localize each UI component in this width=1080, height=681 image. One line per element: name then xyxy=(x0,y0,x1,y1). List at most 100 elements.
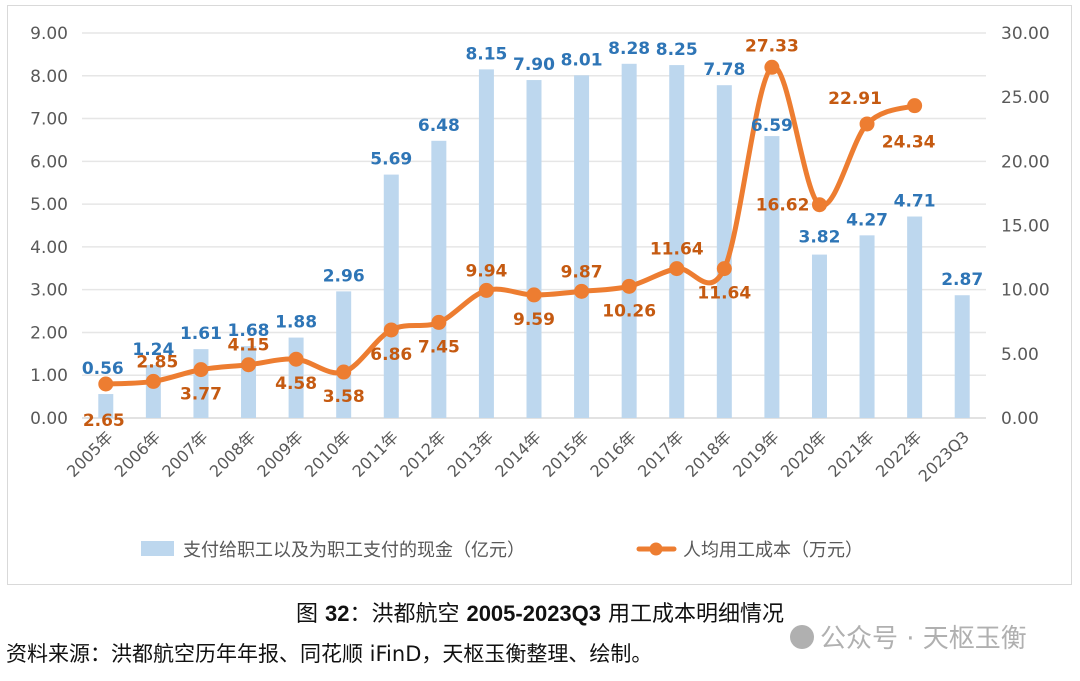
bar-data-label: 1.61 xyxy=(180,324,222,344)
line-marker xyxy=(98,376,114,392)
bar-data-label: 2.96 xyxy=(323,266,365,286)
bar-data-label: 6.48 xyxy=(418,116,460,136)
line-data-label: 4.15 xyxy=(228,336,270,356)
bar xyxy=(383,174,399,418)
y-left-tick-label: 8.00 xyxy=(30,67,68,87)
caption-company: ：洪都航空 xyxy=(349,602,467,627)
figure-caption: 图 32：洪都航空 2005-2023Q3 用工成本明细情况 xyxy=(0,596,1080,628)
data-labels: 0.56 1.24 1.61 1.68 1.88 2.96 5.69 6.48 8.15 7.90… xyxy=(82,36,983,431)
x-tick-label: 2017年 xyxy=(634,427,688,481)
caption-number: 32 xyxy=(324,601,350,626)
line-marker xyxy=(193,362,209,378)
y-left-tick-label: 6.00 xyxy=(30,152,68,172)
bar xyxy=(241,346,257,418)
y-left-tick-label: 5.00 xyxy=(30,195,68,215)
y-right-tick-label: 5.00 xyxy=(1001,345,1039,365)
line-marker xyxy=(431,314,447,330)
gridlines xyxy=(82,32,986,419)
line-data-label: 10.26 xyxy=(602,301,656,321)
x-tick-label: 2012年 xyxy=(396,427,450,481)
caption-prefix: 图 xyxy=(295,602,325,627)
line-marker xyxy=(145,373,161,389)
bar-data-label: 2.87 xyxy=(941,270,983,290)
line-data-label: 11.64 xyxy=(650,240,704,260)
line-marker xyxy=(907,98,923,114)
bar-data-label: 7.90 xyxy=(513,55,555,75)
line-marker xyxy=(811,197,827,213)
line-data-label: 11.64 xyxy=(697,284,751,304)
line-data-label: 9.94 xyxy=(465,261,507,281)
line-marker xyxy=(669,261,685,277)
line-marker xyxy=(241,357,257,373)
y-right-tick-label: 10.00 xyxy=(1001,281,1050,301)
bar-data-label: 1.24 xyxy=(132,340,174,360)
watermark: 公众号 · 天枢玉衡 xyxy=(790,618,1027,655)
y-right-tick-label: 25.00 xyxy=(1001,88,1050,108)
bar-data-label: 4.27 xyxy=(846,210,888,230)
bar xyxy=(716,85,732,418)
x-tick-label: 2007年 xyxy=(158,427,212,481)
line-data-label: 27.33 xyxy=(745,36,799,56)
y-left-tick-label: 4.00 xyxy=(30,238,68,258)
line-data-label: 6.86 xyxy=(370,345,412,365)
bar xyxy=(431,140,447,419)
y-right-tick-label: 30.00 xyxy=(1001,24,1050,44)
x-tick-label: 2014年 xyxy=(491,427,545,481)
y-left-tick-label: 3.00 xyxy=(30,281,68,301)
x-tick-label: 2010年 xyxy=(301,427,355,481)
bar-data-label: 4.71 xyxy=(894,192,936,212)
bar xyxy=(907,216,923,418)
line-marker xyxy=(288,351,304,367)
caption-range: 2005-2023Q3 xyxy=(466,601,602,626)
line-data-label: 16.62 xyxy=(756,196,810,216)
bar-data-label: 8.28 xyxy=(608,39,650,59)
bar-data-label: 8.01 xyxy=(561,50,603,70)
line-data-label: 3.58 xyxy=(323,387,365,407)
x-tick-label: 2018年 xyxy=(682,427,736,481)
x-tick-label: 2023Q3 xyxy=(915,427,973,485)
bar-data-label: 1.68 xyxy=(228,321,270,341)
line-data-label: 22.91 xyxy=(828,89,882,109)
line-series xyxy=(98,59,923,392)
bar xyxy=(526,80,542,419)
line-marker xyxy=(574,283,590,299)
x-tick-label: 2020年 xyxy=(777,427,831,481)
bar-data-label: 8.15 xyxy=(465,44,507,64)
line-data-label: 24.34 xyxy=(882,133,936,153)
line-marker xyxy=(716,261,732,277)
x-tick-label: 2021年 xyxy=(824,427,878,481)
line-data-label: 7.45 xyxy=(418,337,460,357)
bar-data-label: 3.82 xyxy=(798,228,840,248)
line-data-label: 3.77 xyxy=(180,385,222,405)
legend-swatch-bar xyxy=(141,541,174,556)
x-tick-label: 2009年 xyxy=(253,427,307,481)
bar xyxy=(193,349,209,418)
line-data-label: 2.85 xyxy=(136,352,178,372)
y-left-tick-label: 0.00 xyxy=(30,409,68,429)
x-tick-label: 2006年 xyxy=(111,427,165,481)
bar-data-label: 5.69 xyxy=(370,150,412,170)
line-data-label: 4.58 xyxy=(275,374,317,394)
y-right-tick-label: 0.00 xyxy=(1001,409,1039,429)
bar xyxy=(764,136,780,418)
line-marker xyxy=(621,278,637,294)
bar-series xyxy=(98,63,970,419)
line-data-label: 9.87 xyxy=(561,262,603,282)
x-tick-label: 2016年 xyxy=(586,427,640,481)
y-left-tick-label: 7.00 xyxy=(30,110,68,130)
legend: 支付给职工以及为职工支付的现金（亿元） 人均用工成本（万元） xyxy=(141,540,863,561)
bar xyxy=(336,291,352,418)
bar xyxy=(574,75,590,418)
x-tick-label: 2013年 xyxy=(444,427,498,481)
line-data-label: 2.65 xyxy=(83,411,125,431)
bar xyxy=(859,235,875,418)
y-right-tick-label: 20.00 xyxy=(1001,152,1050,172)
bar xyxy=(811,254,827,418)
source-note: 资料来源：洪都航空历年年报、同花顺 iFinD，天枢玉衡整理、绘制。 xyxy=(6,642,653,666)
line-marker xyxy=(859,116,875,132)
x-tick-label: 2005年 xyxy=(63,427,117,481)
line-marker xyxy=(478,282,494,298)
x-tick-label: 2019年 xyxy=(729,427,783,481)
bar xyxy=(145,364,161,418)
legend-label-line: 人均用工成本（万元） xyxy=(683,540,863,561)
